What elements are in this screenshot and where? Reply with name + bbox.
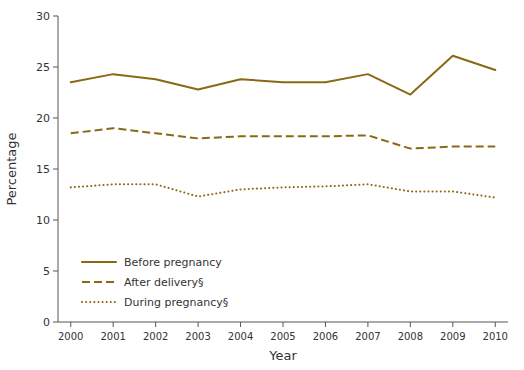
x-tick	[325, 322, 326, 327]
legend-label: During pregnancy§	[124, 296, 228, 309]
x-tick-label: 2008	[398, 331, 423, 342]
y-tick	[53, 16, 58, 17]
y-tick	[53, 220, 58, 221]
x-tick-label: 2000	[58, 331, 83, 342]
y-tick	[53, 271, 58, 272]
x-tick-label: 2007	[355, 331, 380, 342]
x-tick-label: 2010	[483, 331, 508, 342]
legend: Before pregnancy After delivery§ During pr…	[82, 256, 228, 309]
x-tick-label: 2002	[143, 331, 168, 342]
legend-swatch	[82, 301, 116, 303]
x-tick	[155, 322, 156, 327]
x-tick	[367, 322, 368, 327]
y-tick-label: 0	[43, 316, 50, 329]
legend-swatch	[82, 261, 116, 263]
series-line	[71, 184, 496, 197]
chart: 0 5 10 15 20 25 30 2000 2001 2002 2003 2004 2005 2006…	[0, 0, 524, 370]
y-axis: 0 5 10 15 20 25 30	[36, 10, 58, 329]
x-tick	[452, 322, 453, 327]
y-tick-label: 15	[36, 163, 50, 176]
x-tick-label: 2009	[440, 331, 465, 342]
series-line	[71, 128, 496, 148]
x-tick-label: 2001	[100, 331, 125, 342]
x-tick	[113, 322, 114, 327]
y-tick	[53, 322, 58, 323]
legend-swatch	[82, 281, 116, 283]
x-tick	[70, 322, 71, 327]
x-tick-label: 2006	[313, 331, 338, 342]
x-tick	[198, 322, 199, 327]
x-axis-label: Year	[268, 348, 297, 363]
y-tick-label: 5	[43, 265, 50, 278]
x-tick-label: 2003	[185, 331, 210, 342]
y-tick-label: 10	[36, 214, 50, 227]
y-axis-label: Percentage	[4, 132, 19, 205]
y-tick	[53, 67, 58, 68]
y-tick-label: 30	[36, 10, 50, 23]
y-tick-label: 20	[36, 112, 50, 125]
x-tick	[283, 322, 284, 327]
y-tick	[53, 169, 58, 170]
x-axis: 2000 2001 2002 2003 2004 2005 2006 2007 2008 2009…	[58, 322, 508, 342]
series-line	[71, 56, 496, 95]
x-tick	[410, 322, 411, 327]
legend-label: After delivery§	[124, 276, 204, 289]
lines	[71, 56, 496, 198]
x-tick	[240, 322, 241, 327]
y-tick-label: 25	[36, 61, 50, 74]
x-tick-label: 2005	[270, 331, 295, 342]
y-tick	[53, 118, 58, 119]
x-tick	[495, 322, 496, 327]
x-tick-label: 2004	[228, 331, 253, 342]
legend-label: Before pregnancy	[124, 256, 222, 269]
